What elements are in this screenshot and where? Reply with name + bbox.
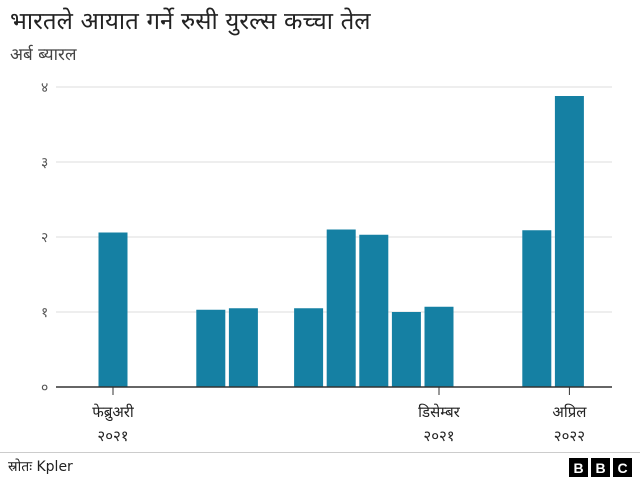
bar — [98, 232, 128, 387]
y-axis-ticks: ० १ २ ३ ४ — [41, 80, 48, 396]
bar — [326, 229, 356, 387]
bbc-logo-letter: C — [613, 458, 632, 477]
bar — [228, 308, 258, 387]
bbc-logo-letter: B — [591, 458, 610, 477]
y-tick-label: ० — [41, 380, 48, 396]
chart-title: भारतले आयात गर्ने रुसी युरल्स कच्चा तेल — [10, 7, 371, 35]
y-tick-label: २ — [41, 230, 48, 246]
bar — [196, 309, 226, 387]
y-tick-label: ३ — [41, 155, 48, 171]
bars — [98, 96, 584, 387]
source-note: स्रोतः Kpler — [8, 459, 73, 475]
x-tick-label: २०२१ — [97, 427, 128, 445]
bar — [424, 306, 454, 387]
bar — [359, 234, 389, 387]
footer-divider — [0, 452, 640, 453]
x-tick-label: फेब्रुअरी — [92, 403, 135, 422]
bar — [554, 96, 584, 387]
bbc-logo-letter: B — [569, 458, 588, 477]
bar-chart: ० १ २ ३ ४ फेब्रुअरी २०२१ डिसेम्बर २०२१ अप्रिल २०२… — [41, 80, 612, 445]
bar — [522, 230, 552, 387]
x-axis-ticks: फेब्रुअरी २०२१ डिसेम्बर २०२१ अप्रिल २०२२ — [92, 387, 587, 445]
bar — [391, 312, 421, 387]
x-tick-label: डिसेम्बर — [418, 403, 460, 421]
chart-subtitle: अर्ब ब्यारल — [10, 45, 77, 65]
y-tick-label: १ — [41, 305, 48, 321]
bar — [294, 308, 324, 387]
bbc-logo: B B C — [569, 458, 632, 477]
y-tick-label: ४ — [41, 80, 48, 96]
x-tick-label: २०२२ — [554, 427, 585, 445]
x-tick-label: अप्रिल — [552, 403, 587, 421]
x-tick-label: २०२१ — [423, 427, 454, 445]
